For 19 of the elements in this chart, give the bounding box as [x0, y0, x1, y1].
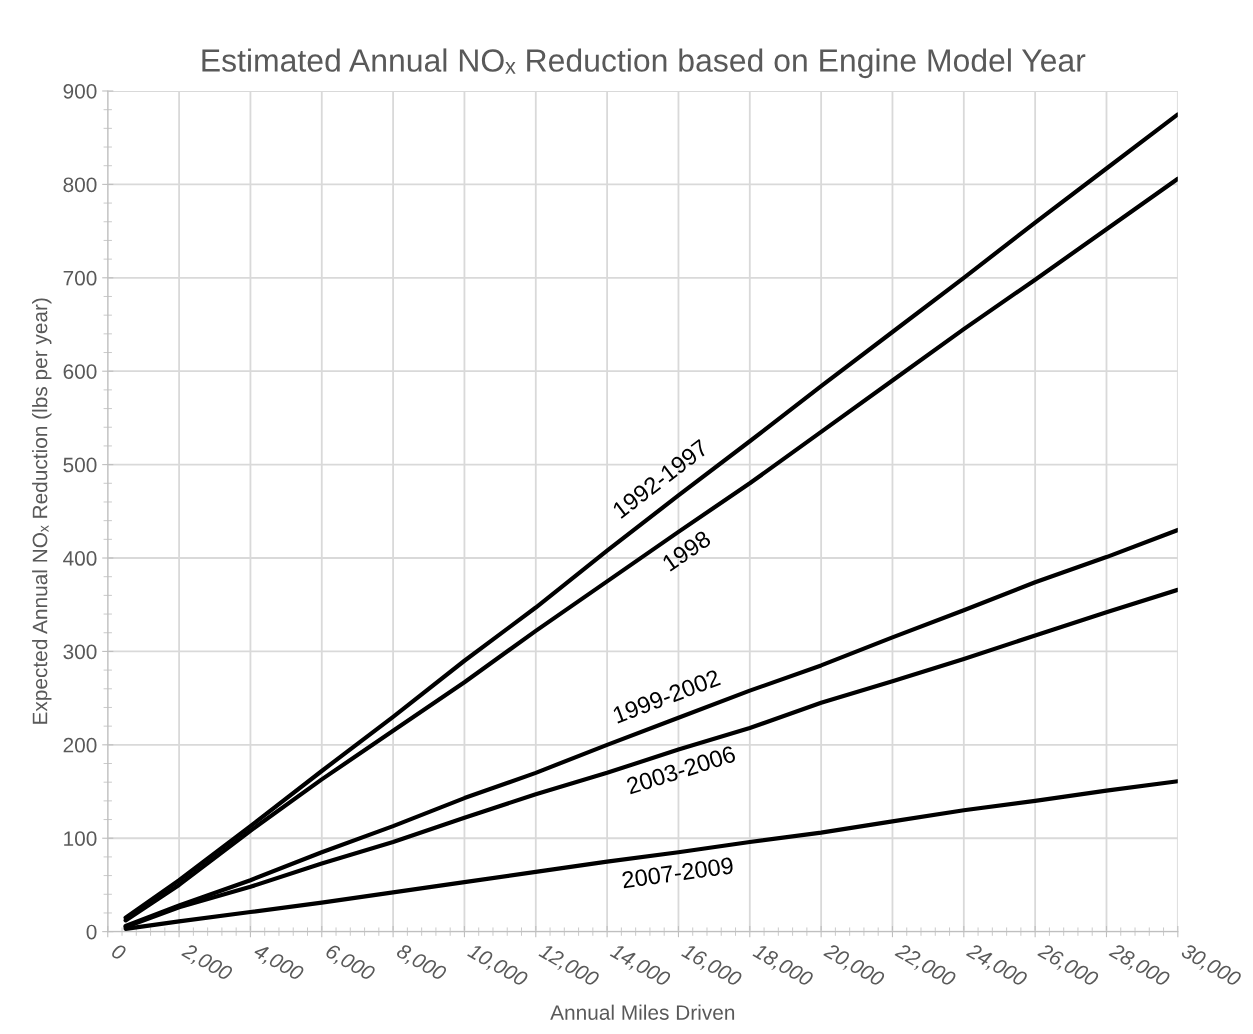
x-tick-label: 8,000 — [394, 942, 448, 984]
chart-title: Estimated Annual NOₓ Reduction based on Engine Model Year — [202, 48, 1086, 79]
y-tick-label: 200 — [63, 737, 97, 753]
x-tick-label: 0 — [110, 942, 128, 962]
y-tick-label: 500 — [63, 457, 97, 473]
y-tick-label: 100 — [64, 831, 97, 846]
x-axis-title: Annual Miles Driven — [550, 1004, 735, 1020]
y-tick-label: 900 — [63, 83, 97, 99]
y-axis-title: Expected Annual NOₓ Reduction (lbs per year) — [32, 298, 52, 724]
y-tick-label: 800 — [63, 177, 97, 193]
x-tick-label: 6,000 — [323, 943, 377, 984]
y-tick-label: 700 — [63, 270, 97, 286]
y-tick-label: 300 — [63, 644, 97, 660]
x-tick-label: 4,000 — [251, 942, 305, 984]
y-tick-label: 600 — [63, 364, 97, 379]
x-tick-label: 2,000 — [179, 942, 234, 984]
y-tick-label: 400 — [63, 551, 97, 566]
text: 2007-2009 — [621, 856, 734, 889]
y-tick-label: 0 — [86, 924, 97, 940]
